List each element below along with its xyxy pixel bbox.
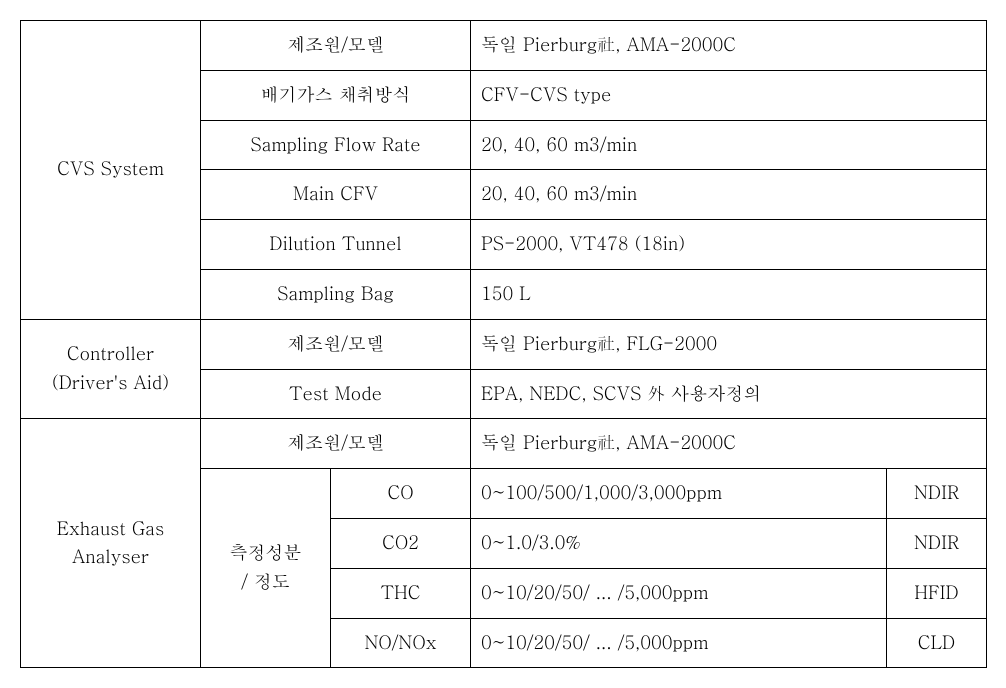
row-label: Sampling Bag [201, 269, 471, 319]
row-value: PS-2000, VT478 (18in) [471, 220, 987, 270]
section-header-controller: Controller (Driver's Aid) [21, 319, 201, 419]
row-value: 독일 Pierburg社, FLG-2000 [471, 319, 987, 369]
header-line: Analyser [72, 544, 149, 569]
method-cell: HFID [887, 568, 987, 618]
section-header-analyser: Exhaust Gas Analyser [21, 419, 201, 668]
row-label: 제조원/모델 [201, 319, 471, 369]
param-cell: CO [331, 469, 471, 519]
header-line: Controller [67, 341, 154, 366]
row-label: 배기가스 채취방식 [201, 70, 471, 120]
table-row: Controller (Driver's Aid) 제조원/모델 독일 Pier… [21, 319, 987, 369]
sub-label-measurement: 측정성분 / 정도 [201, 469, 331, 668]
param-cell: THC [331, 568, 471, 618]
row-value: CFV-CVS type [471, 70, 987, 120]
param-cell: NO/NOx [331, 618, 471, 668]
row-label: 제조원/모델 [201, 419, 471, 469]
range-cell: 0~10/20/50/ ... /5,000ppm [471, 568, 887, 618]
sub-label-line: 측정성분 [230, 540, 302, 565]
sub-label-line: / 정도 [241, 569, 290, 594]
row-label: Test Mode [201, 369, 471, 419]
row-label: Main CFV [201, 170, 471, 220]
spec-table: CVS System 제조원/모델 독일 Pierburg社, AMA-2000… [20, 20, 987, 668]
range-cell: 0~100/500/1,000/3,000ppm [471, 469, 887, 519]
range-cell: 0~10/20/50/ ... /5,000ppm [471, 618, 887, 668]
header-line: Exhaust Gas [57, 516, 165, 541]
row-value: 독일 Pierburg社, AMA-2000C [471, 21, 987, 71]
method-cell: NDIR [887, 469, 987, 519]
header-line: (Driver's Aid) [52, 370, 169, 395]
table-row: CVS System 제조원/모델 독일 Pierburg社, AMA-2000… [21, 21, 987, 71]
table-row: Exhaust Gas Analyser 제조원/모델 독일 Pierburg社… [21, 419, 987, 469]
row-value: 150 L [471, 269, 987, 319]
row-value: 20, 40, 60 m3/min [471, 170, 987, 220]
param-cell: CO2 [331, 518, 471, 568]
row-value: EPA, NEDC, SCVS 外 사용자정의 [471, 369, 987, 419]
row-value: 독일 Pierburg社, AMA-2000C [471, 419, 987, 469]
row-label: 제조원/모델 [201, 21, 471, 71]
row-label: Sampling Flow Rate [201, 120, 471, 170]
section-header-cvs: CVS System [21, 21, 201, 320]
row-value: 20, 40, 60 m3/min [471, 120, 987, 170]
row-label: Dilution Tunnel [201, 220, 471, 270]
method-cell: CLD [887, 618, 987, 668]
range-cell: 0~1.0/3.0% [471, 518, 887, 568]
method-cell: NDIR [887, 518, 987, 568]
